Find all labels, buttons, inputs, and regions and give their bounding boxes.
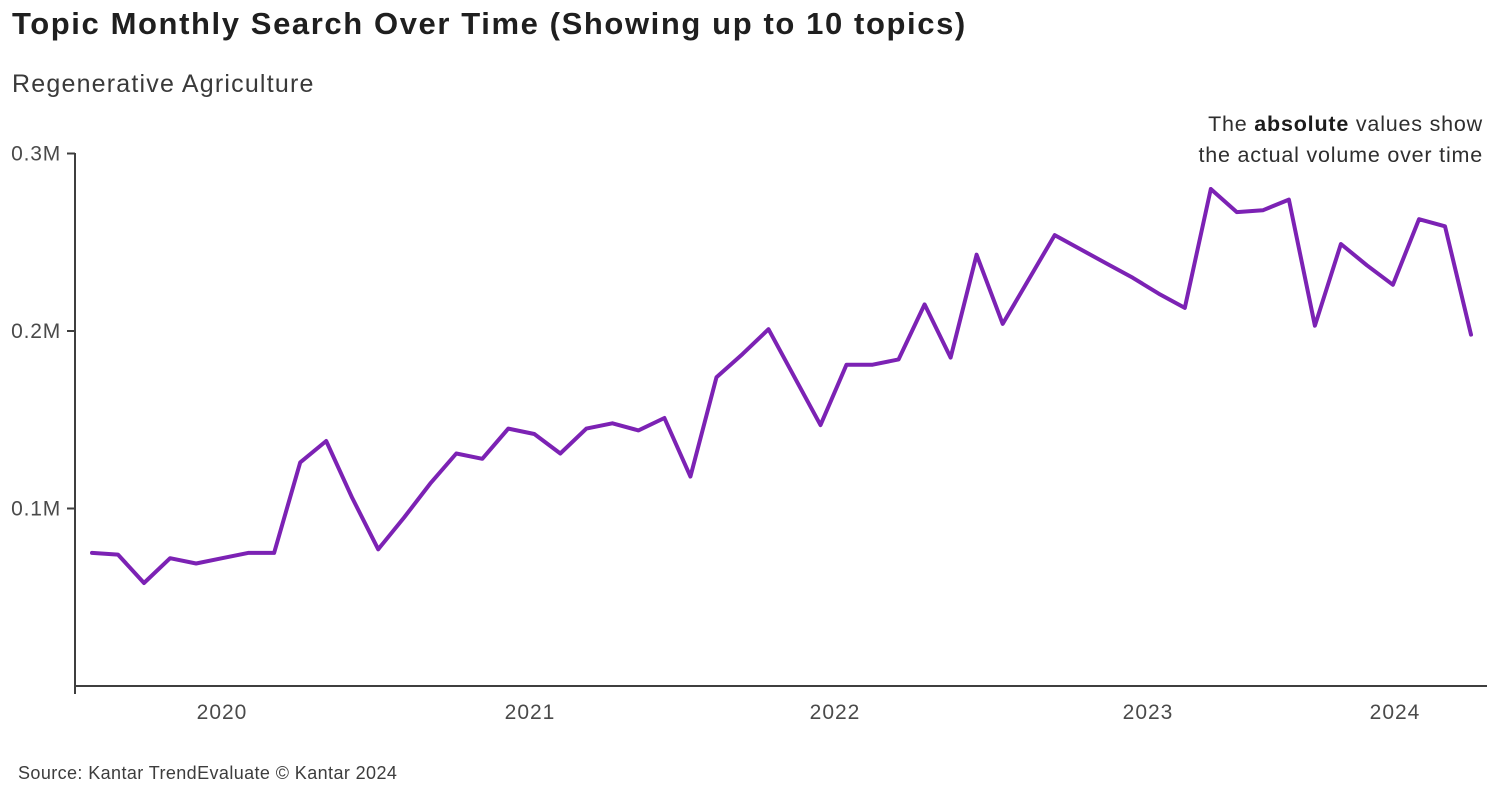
x-axis-year-label: 2022 xyxy=(810,701,861,724)
page-title: Topic Monthly Search Over Time (Showing … xyxy=(12,6,967,41)
source-note: Source: Kantar TrendEvaluate © Kantar 20… xyxy=(18,763,398,783)
annotation-text-bold: absolute xyxy=(1254,112,1350,136)
chart-subtitle: Regenerative Agriculture xyxy=(12,70,315,98)
annotation-line-2: the actual volume over time xyxy=(1198,143,1483,167)
y-axis-tick-label: 0.2M xyxy=(11,320,61,343)
chart-annotation: The absolute values show the actual volu… xyxy=(1198,109,1483,171)
x-axis-year-label: 2020 xyxy=(197,701,248,724)
y-axis-tick-label: 0.3M xyxy=(11,143,61,166)
annotation-line-1: The absolute values show xyxy=(1198,109,1483,140)
x-axis-year-label: 2024 xyxy=(1370,701,1421,724)
annotation-text-pre: The xyxy=(1208,112,1255,136)
y-axis-tick-label: 0.1M xyxy=(11,498,61,521)
search-volume-line xyxy=(90,187,1473,585)
x-axis-year-label: 2021 xyxy=(505,701,556,724)
annotation-text-post: values show xyxy=(1349,112,1483,136)
x-axis-year-label: 2023 xyxy=(1123,701,1174,724)
